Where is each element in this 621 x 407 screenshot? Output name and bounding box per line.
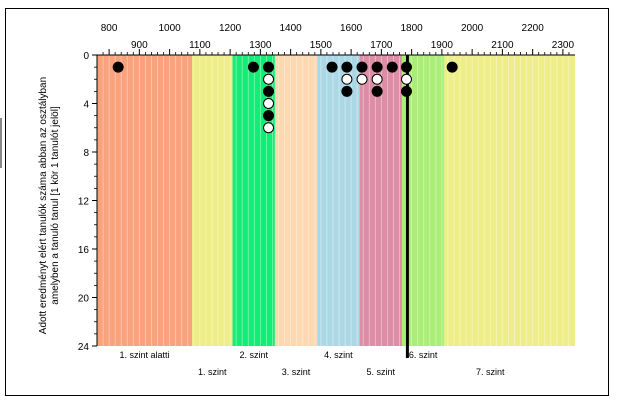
x-tick-label: 1000 bbox=[158, 23, 181, 34]
band-labels: 1. szint alatti 1. szint 2. szint 3. szint 4… bbox=[119, 350, 505, 377]
data-point-18 bbox=[386, 61, 398, 73]
data-point-11 bbox=[341, 73, 353, 85]
data-point-9 bbox=[326, 61, 338, 73]
data-point-5 bbox=[263, 85, 275, 97]
data-point-10 bbox=[341, 61, 353, 73]
y-tick-label: 12 bbox=[78, 197, 90, 208]
x-tick-label: 1400 bbox=[279, 23, 302, 34]
x-tick-label: 1100 bbox=[189, 40, 211, 51]
data-point-21 bbox=[400, 85, 412, 97]
y-tick-label: 0 bbox=[83, 51, 89, 62]
band-label-1: 1. szint alatti bbox=[119, 350, 169, 360]
axes: 800 1000 1200 1400 1600 1800 2000 2200 900 1100 13… bbox=[78, 23, 575, 353]
x-tick-label: 2300 bbox=[552, 40, 575, 51]
y-tick-label: 4 bbox=[83, 100, 89, 111]
x-tick-label: 1300 bbox=[249, 40, 272, 51]
data-point-4 bbox=[263, 73, 275, 85]
left-edge-mark bbox=[0, 118, 2, 168]
data-points bbox=[112, 61, 458, 134]
x-tick-label: 1800 bbox=[401, 23, 424, 34]
band-label-5: 4. szint bbox=[324, 350, 353, 360]
x-tick-label: 1600 bbox=[340, 23, 363, 34]
data-point-7 bbox=[263, 110, 275, 122]
data-point-19 bbox=[400, 61, 412, 73]
band-label-2: 1. szint bbox=[198, 367, 227, 377]
band-8 bbox=[444, 55, 575, 346]
data-point-15 bbox=[371, 61, 383, 73]
x-tick-label: 2100 bbox=[491, 40, 514, 51]
data-point-3 bbox=[263, 61, 275, 73]
data-point-14 bbox=[356, 73, 368, 85]
data-point-12 bbox=[341, 85, 353, 97]
y-axis-label-line-2: amelyben a tanuló tanul [1 kör 1 tanulót… bbox=[50, 106, 61, 305]
x-tick-label: 2200 bbox=[522, 23, 545, 34]
band-6 bbox=[359, 55, 402, 346]
x-tick-label: 900 bbox=[131, 40, 148, 51]
band-7 bbox=[401, 55, 445, 346]
y-tick-label: 8 bbox=[83, 148, 89, 159]
level-bands bbox=[97, 55, 575, 346]
y-tick-label: 20 bbox=[78, 294, 90, 305]
grid-lines bbox=[102, 55, 570, 346]
data-point-13 bbox=[356, 61, 368, 73]
band-4 bbox=[274, 55, 318, 346]
x-tick-label: 1200 bbox=[219, 23, 242, 34]
data-point-8 bbox=[263, 122, 275, 134]
y-axis-label-line-1: Adott eredményt elért tanulók száma abba… bbox=[38, 77, 49, 334]
band-label-7: 6. szint bbox=[409, 350, 438, 360]
data-point-20 bbox=[400, 73, 412, 85]
band-label-3: 2. szint bbox=[239, 350, 268, 360]
band-label-8: 7. szint bbox=[476, 367, 505, 377]
x-tick-label: 2000 bbox=[461, 23, 484, 34]
x-tick-label: 800 bbox=[101, 23, 118, 34]
y-tick-label: 24 bbox=[78, 342, 90, 353]
band-label-6: 5. szint bbox=[367, 367, 396, 377]
x-tick-label: 1500 bbox=[310, 40, 333, 51]
band-5 bbox=[317, 55, 360, 346]
data-point-1 bbox=[112, 61, 124, 73]
data-point-6 bbox=[263, 98, 275, 109]
band-2 bbox=[191, 55, 233, 346]
band-label-4: 3. szint bbox=[282, 367, 311, 377]
x-tick-label: 1900 bbox=[431, 40, 454, 51]
y-axis-label-group: Adott eredményt elért tanulók száma abba… bbox=[38, 77, 61, 334]
data-point-16 bbox=[371, 73, 383, 85]
data-point-2 bbox=[247, 61, 259, 73]
band-1 bbox=[97, 55, 192, 346]
data-point-22 bbox=[446, 61, 458, 73]
y-tick-label: 16 bbox=[78, 245, 90, 256]
data-point-17 bbox=[371, 85, 383, 97]
x-tick-label: 1700 bbox=[370, 40, 393, 51]
